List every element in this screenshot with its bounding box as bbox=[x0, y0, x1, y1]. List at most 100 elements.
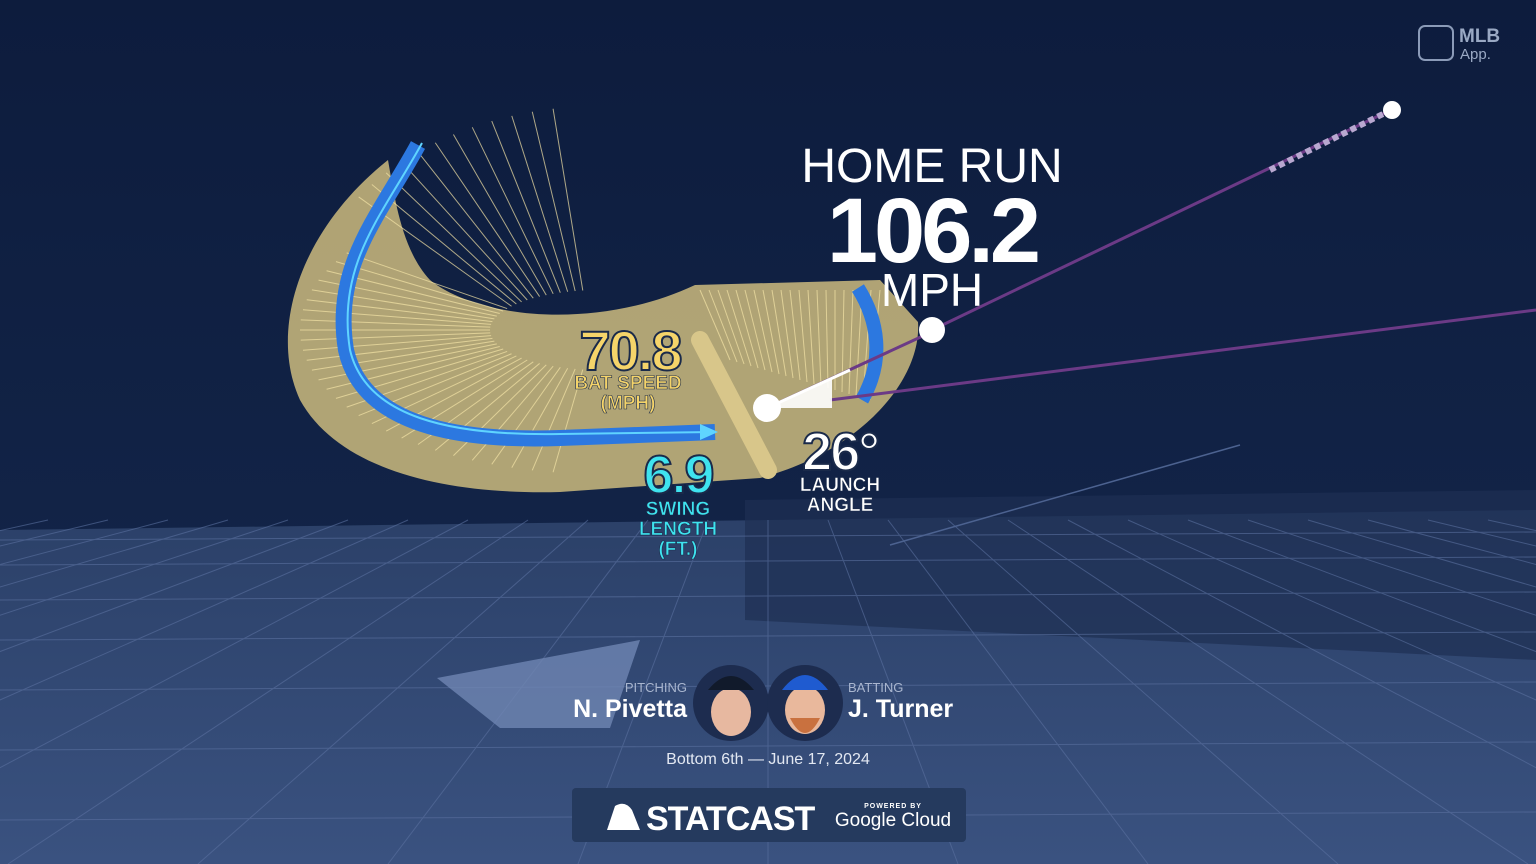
fan-line bbox=[417, 151, 534, 299]
swing-length-value: 6.9 bbox=[643, 445, 713, 505]
grid-column bbox=[1187, 519, 1536, 653]
grid-column bbox=[0, 519, 469, 769]
fan-line bbox=[300, 332, 491, 341]
metric-label-line: LAUNCH bbox=[800, 475, 880, 496]
fan-line bbox=[780, 289, 794, 379]
launch-angle-value: 26° bbox=[802, 422, 878, 482]
statcast-icon bbox=[607, 803, 640, 830]
statcast-wordmark: STATCAST bbox=[646, 800, 816, 838]
fan-line bbox=[491, 367, 561, 465]
metric-label-line: ANGLE bbox=[807, 495, 874, 516]
grid-column bbox=[887, 519, 1149, 864]
fan-line bbox=[385, 172, 522, 303]
fan-line bbox=[798, 289, 808, 383]
fan-line bbox=[335, 261, 504, 312]
metric-label-line: (FT.) bbox=[658, 539, 697, 560]
swing-path bbox=[335, 141, 716, 447]
floor-shadow bbox=[745, 490, 1536, 660]
guide-line bbox=[889, 444, 1241, 546]
exit-velocity: 106.2 bbox=[827, 180, 1038, 282]
fan-line bbox=[302, 335, 492, 351]
batter-beard bbox=[790, 718, 820, 733]
batter-cap bbox=[782, 675, 828, 690]
fan-line bbox=[735, 289, 759, 369]
grid-column bbox=[197, 519, 589, 864]
grid-column bbox=[1127, 519, 1536, 701]
fan-line bbox=[699, 289, 731, 361]
metric-label-line: (MPH) bbox=[601, 393, 656, 414]
statcast-badge bbox=[572, 788, 966, 842]
pitcher-cap bbox=[708, 676, 754, 690]
fan-line bbox=[726, 289, 752, 367]
ball-trail bbox=[1268, 105, 1397, 173]
powered-by: POWERED BY bbox=[864, 803, 922, 810]
swing-path-end bbox=[851, 284, 884, 404]
metric-label-line: BAT SPEED bbox=[574, 373, 681, 394]
fan-line bbox=[771, 289, 787, 377]
fan-line bbox=[471, 365, 554, 461]
grid-column bbox=[1067, 519, 1536, 769]
result-label: HOME RUN bbox=[801, 140, 1062, 193]
floor-grid bbox=[0, 519, 1536, 864]
mlb-logo-box bbox=[1418, 25, 1454, 61]
fan-line bbox=[744, 289, 766, 371]
grid-column bbox=[1247, 519, 1536, 616]
fan-line bbox=[491, 120, 561, 293]
grid-column bbox=[0, 519, 229, 588]
fan-line bbox=[306, 337, 493, 361]
pitch-trajectory bbox=[829, 308, 1536, 402]
fan-line bbox=[552, 108, 584, 291]
bat-speed-value: 70.8 bbox=[580, 319, 682, 382]
metric-label-line: SWING bbox=[646, 499, 710, 520]
grid-column bbox=[0, 519, 409, 701]
grid-column bbox=[0, 519, 289, 616]
pitcher-name: N. Pivetta bbox=[573, 695, 688, 723]
fan-line bbox=[302, 309, 492, 325]
fan-line bbox=[346, 252, 508, 310]
sponsor: Google Cloud bbox=[835, 810, 951, 831]
ball-contact bbox=[919, 317, 945, 343]
fan-line bbox=[552, 369, 584, 473]
fan-line bbox=[401, 161, 528, 301]
batter-name: J. Turner bbox=[848, 695, 953, 723]
fan-line bbox=[511, 115, 569, 292]
fan-line bbox=[434, 142, 541, 297]
ball-impact bbox=[753, 394, 781, 422]
fan-line bbox=[511, 367, 569, 468]
bat bbox=[691, 331, 777, 479]
metric-label-line: LENGTH bbox=[639, 519, 717, 540]
fan-line bbox=[789, 289, 801, 381]
pitcher-role: PITCHING bbox=[625, 680, 687, 695]
grid-column bbox=[1307, 519, 1536, 588]
grid-column bbox=[1007, 519, 1529, 864]
logo-subtext: App. bbox=[1460, 46, 1491, 63]
grid-column bbox=[7, 519, 529, 864]
fan-line bbox=[848, 289, 854, 395]
fan-line bbox=[300, 319, 491, 328]
batter-role: BATTING bbox=[848, 680, 903, 695]
fan-line bbox=[371, 184, 517, 305]
grid-column bbox=[947, 519, 1339, 864]
swing-path-highlight bbox=[346, 142, 716, 436]
launch-arrow bbox=[766, 368, 851, 410]
game-situation: Bottom 6th — June 17, 2024 bbox=[666, 751, 870, 768]
bat-speed-label: BAT SPEED(MPH) bbox=[574, 373, 682, 415]
logo-text: MLB bbox=[1459, 26, 1500, 47]
pitcher-face bbox=[711, 688, 751, 736]
fan-line bbox=[708, 289, 738, 363]
grid-column bbox=[0, 519, 349, 653]
ball-far bbox=[1383, 101, 1401, 119]
fan-line bbox=[452, 134, 547, 296]
fan-line bbox=[531, 111, 576, 292]
fan-line bbox=[816, 289, 822, 387]
exit-velocity-unit: MPH bbox=[881, 264, 983, 316]
home-plate bbox=[437, 640, 640, 728]
fan-line bbox=[762, 289, 780, 375]
fan-line bbox=[753, 289, 773, 373]
swing-arrow bbox=[700, 424, 718, 440]
fan-line bbox=[825, 289, 829, 389]
